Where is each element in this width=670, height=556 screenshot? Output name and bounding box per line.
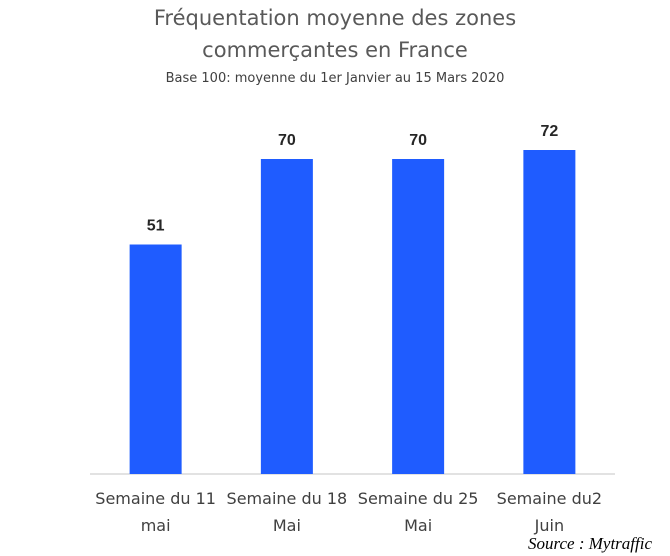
source-credit: Source : Mytraffic xyxy=(528,534,652,553)
x-tick-label-3-line-1: Semaine du 25 xyxy=(358,489,479,508)
chart-title-line-1: Fréquentation moyenne des zones xyxy=(153,6,517,30)
data-label-2: 70 xyxy=(278,132,296,149)
x-tick-label-1-line-1: Semaine du 11 xyxy=(95,489,216,508)
chart-subtitle: Base 100: moyenne du 1er Janvier au 15 M… xyxy=(165,71,505,86)
bar-1 xyxy=(129,244,182,474)
x-tick-label-1-line-2: mai xyxy=(141,516,171,535)
x-tick-label-3-line-2: Mai xyxy=(404,516,432,535)
x-tick-label-2-line-1: Semaine du 18 xyxy=(227,489,348,508)
data-label-1: 51 xyxy=(147,218,165,235)
x-tick-label-2-line-2: Mai xyxy=(273,516,301,535)
bar-2 xyxy=(260,159,313,474)
chart-title-line-2: commerçantes en France xyxy=(202,38,468,62)
x-tick-label-4-line-1: Semaine du2 xyxy=(497,489,602,508)
data-label-3: 70 xyxy=(409,132,427,149)
x-tick-label-4-line-2: Juin xyxy=(534,516,564,535)
bar-4 xyxy=(523,150,576,474)
bar-3 xyxy=(392,159,445,474)
data-label-4: 72 xyxy=(540,123,558,140)
